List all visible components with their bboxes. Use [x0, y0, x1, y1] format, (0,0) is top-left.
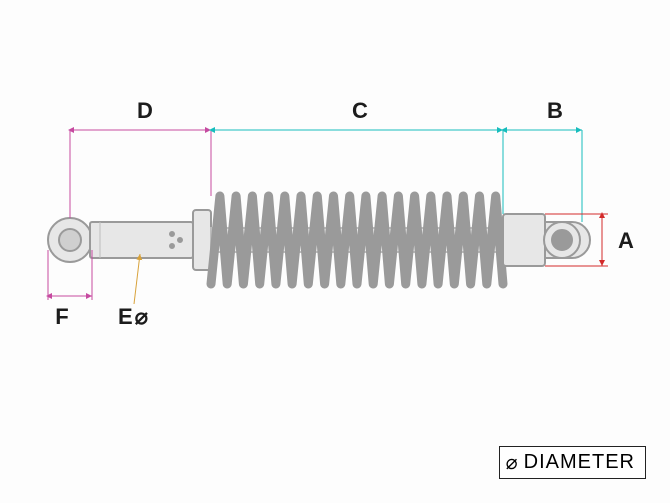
diameter-legend: ⌀ DIAMETER — [499, 446, 646, 479]
label-E: E⌀ — [118, 304, 149, 329]
dimension-D — [70, 130, 211, 218]
coil-spring — [211, 196, 503, 284]
label-D: D — [137, 98, 153, 123]
diameter-symbol-icon: ⌀ — [135, 304, 149, 329]
diameter-symbol-icon: ⌀ — [506, 453, 518, 473]
coil-path — [211, 196, 503, 284]
shock-absorber-diagram: D C B A F E⌀ — [0, 0, 670, 503]
shock-absorber-part — [48, 196, 590, 284]
label-F: F — [55, 304, 68, 329]
label-A: A — [618, 228, 634, 253]
dimension-E — [134, 254, 140, 304]
right-eye-inner — [552, 230, 572, 250]
label-C: C — [352, 98, 368, 123]
label-B: B — [547, 98, 563, 123]
legend-text: DIAMETER — [524, 451, 635, 474]
right-end-block — [503, 214, 545, 266]
left-eye-inner — [59, 229, 81, 251]
dimension-B — [503, 130, 582, 222]
tube-flange — [193, 210, 211, 270]
label-E-letter: E — [118, 304, 133, 329]
